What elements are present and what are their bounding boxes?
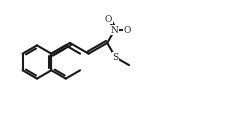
Text: S: S bbox=[112, 53, 119, 62]
Text: O: O bbox=[123, 26, 131, 35]
Text: N: N bbox=[111, 26, 119, 35]
Text: O: O bbox=[104, 15, 112, 24]
